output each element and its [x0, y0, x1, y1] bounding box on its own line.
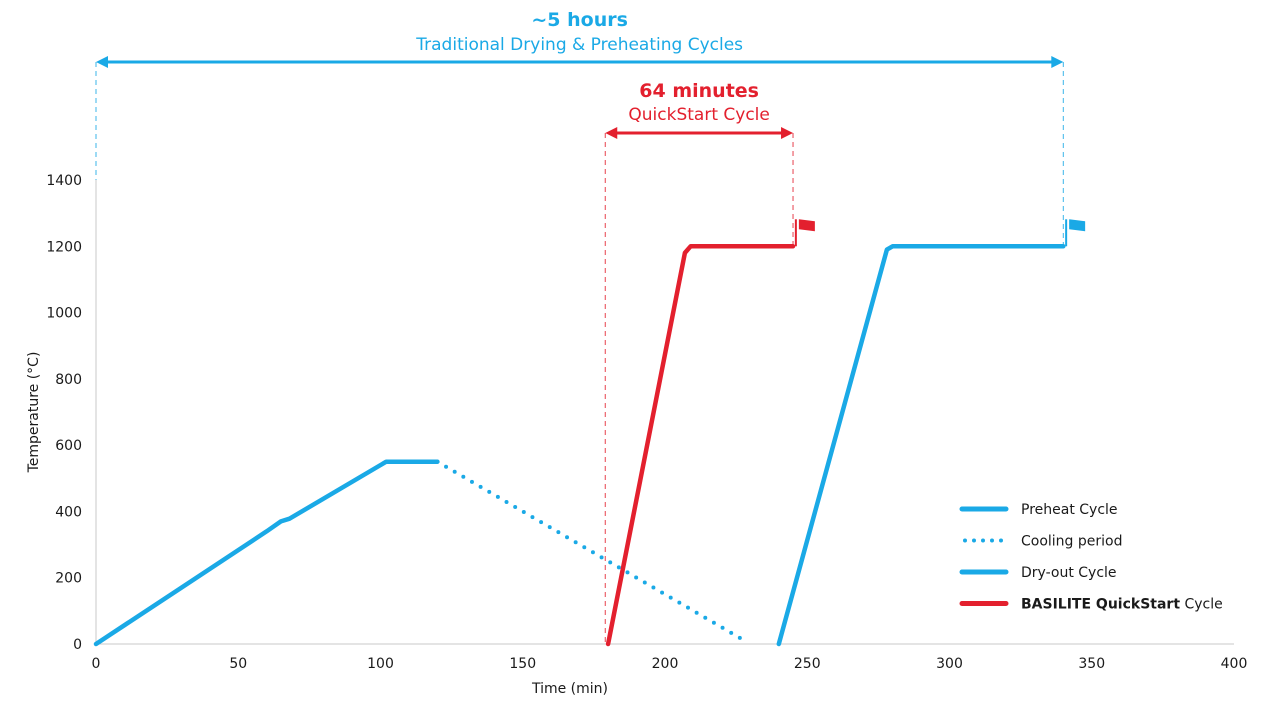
- y-tick-label: 1200: [46, 239, 82, 255]
- series-line-3: [605, 244, 796, 647]
- x-tick-label: 300: [936, 656, 963, 672]
- annotation-label-traditional: Traditional Drying & Preheating Cycles: [415, 35, 743, 55]
- x-tick-label: 0: [92, 656, 101, 672]
- y-tick-label: 200: [55, 571, 82, 587]
- y-axis-label: Temperature (°C): [26, 352, 42, 474]
- legend-label-1: Cooling period: [1021, 534, 1123, 550]
- series-line-1: [435, 459, 747, 643]
- x-axis-label: Time (min): [531, 681, 608, 697]
- arrow-head-right-traditional: [1051, 56, 1064, 68]
- x-tick-label: 400: [1221, 656, 1248, 672]
- annotations: ~5 hours Traditional Drying & Preheating …: [96, 9, 1064, 139]
- annotation-label-quickstart: QuickStart Cycle: [628, 105, 769, 125]
- flag-1: [1069, 219, 1086, 232]
- legend-label-0: Preheat Cycle: [1021, 502, 1118, 518]
- x-tick-label: 50: [229, 656, 247, 672]
- y-tick-label: 800: [55, 372, 82, 388]
- series-line-2: [776, 244, 1066, 647]
- arrow-head-left-traditional: [96, 56, 108, 68]
- legend: Preheat Cycle Cooling period Dry-out Cycle…: [959, 502, 1223, 613]
- flags: [794, 219, 1086, 247]
- y-tick-label: 400: [55, 504, 82, 520]
- annotation-value-quickstart: 64 minutes: [639, 80, 759, 102]
- x-tick-label: 200: [652, 656, 679, 672]
- y-tick-label: 1400: [46, 173, 82, 189]
- x-tick-label: 250: [794, 656, 821, 672]
- x-tick-label: 100: [367, 656, 394, 672]
- legend-label-3: BASILITE QuickStart Cycle: [1021, 597, 1223, 613]
- y-tick-label: 0: [73, 637, 82, 653]
- annotation-value-traditional: ~5 hours: [531, 9, 628, 31]
- legend-label-2: Dry-out Cycle: [1021, 565, 1117, 581]
- annotation-guides: [95, 62, 1064, 644]
- y-tick-label: 600: [55, 438, 82, 454]
- flag-0: [798, 219, 815, 232]
- axes: 0 50 100 150 200 250 300 350 400 0 200 400 600 800 100…: [26, 173, 1247, 697]
- series-line-0: [93, 459, 440, 647]
- x-tick-label: 350: [1078, 656, 1105, 672]
- arrow-head-left-quickstart: [605, 127, 618, 139]
- arrow-head-right-quickstart: [781, 127, 794, 139]
- x-tick-label: 150: [509, 656, 536, 672]
- y-tick-label: 1000: [46, 306, 82, 322]
- series-lines: [93, 244, 1066, 647]
